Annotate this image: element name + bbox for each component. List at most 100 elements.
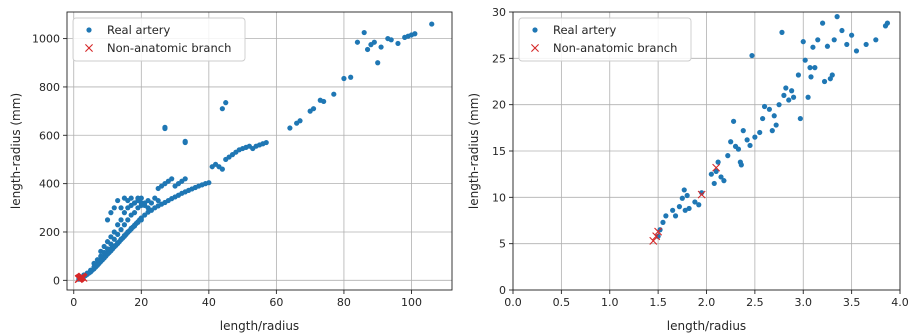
chart-0-series-0-point-156 bbox=[297, 118, 303, 124]
chart-0-series-0-point-78 bbox=[98, 253, 104, 259]
chart-1-series-0-point-61 bbox=[829, 72, 835, 78]
chart-0-series-0-point-170 bbox=[378, 44, 384, 50]
chart-0-series-0-point-113 bbox=[118, 205, 124, 211]
chart-1-series-0-point-59 bbox=[824, 43, 831, 49]
chart-1-series-0-point-51 bbox=[805, 94, 811, 100]
chart-0-xlabel: length/radius bbox=[220, 319, 299, 333]
chart-1-series-0-point-28 bbox=[740, 128, 746, 134]
chart-0-series-0-point-162 bbox=[341, 75, 347, 82]
chart-0-series-0-point-82 bbox=[104, 246, 111, 252]
chart-0-legend-label-1: Non-anatomic branch bbox=[107, 41, 231, 55]
chart-1-ytick-label-2: 10 bbox=[492, 191, 506, 204]
chart-0-ylabel: length-radius (mm) bbox=[9, 93, 23, 209]
chart-1-xtick-label-5: 2.5 bbox=[746, 296, 764, 309]
chart-1-series-0-point-53 bbox=[808, 74, 814, 80]
chart-1-series-0-point-48 bbox=[797, 115, 803, 122]
chart-1-legend: Real artery Non-anatomic branch bbox=[518, 17, 692, 62]
chart-0-series-0-point-126 bbox=[169, 176, 175, 182]
chart-0-series-0-point-92 bbox=[121, 222, 128, 228]
chart-1-ytick-label-5: 25 bbox=[492, 52, 506, 65]
chart-0-series-0-point-117 bbox=[131, 200, 138, 206]
chart-0-series-0-point-112 bbox=[115, 197, 121, 204]
chart-0-legend-label-0: Real artery bbox=[107, 23, 171, 37]
chart-1-series-0-point-25 bbox=[735, 146, 742, 152]
chart-1-series-0-point-65 bbox=[844, 41, 850, 48]
chart-0-series-0-point-160 bbox=[321, 98, 327, 105]
chart-1-series-0-point-54 bbox=[810, 44, 816, 50]
chart-1-xtick-label-1: 0.5 bbox=[553, 296, 571, 309]
chart-1-series-1-point-1 bbox=[652, 232, 661, 241]
chart-0-series-0-point-77 bbox=[94, 257, 100, 263]
chart-1-series-0-point-52 bbox=[807, 65, 813, 71]
chart-1-series-0-point-69 bbox=[873, 37, 879, 43]
chart-1-series-0-point-42 bbox=[781, 92, 787, 98]
chart-0-series-0-point-84 bbox=[108, 241, 114, 247]
chart-1-series-0-point-47 bbox=[795, 72, 802, 78]
chart-1-series-0-point-41 bbox=[779, 29, 785, 35]
chart-0-series-0-point-132 bbox=[162, 124, 168, 130]
chart-0-series-0-point-168 bbox=[371, 39, 377, 45]
chart-0-series-0-point-163 bbox=[348, 74, 354, 80]
chart-1-legend-box bbox=[518, 17, 692, 62]
chart-1-series-0-point-29 bbox=[744, 137, 750, 143]
chart-1-xtick-label-6: 3.0 bbox=[795, 296, 813, 309]
chart-0-series-0-point-109 bbox=[104, 217, 111, 223]
chart-0-legend: Real artery Non-anatomic branch bbox=[72, 17, 246, 62]
chart-1-series-0-point-67 bbox=[853, 48, 860, 54]
chart-1-xtick-label-3: 1.5 bbox=[649, 296, 667, 309]
chart-0-series-0-point-116 bbox=[128, 195, 134, 201]
chart-0-series-0-point-86 bbox=[111, 236, 117, 242]
chart-1-xtick-label-8: 4.0 bbox=[891, 296, 909, 309]
chart-0-series-0-point-151 bbox=[263, 139, 269, 146]
chart-1-series-0-point-44 bbox=[786, 97, 792, 103]
chart-0-xtick-label-0: 0 bbox=[70, 296, 77, 309]
chart-0-series-0-point-153 bbox=[223, 100, 229, 106]
chart-1-series-0-point-17 bbox=[713, 168, 719, 174]
chart-0-series-0-point-108 bbox=[155, 197, 161, 204]
chart-0-series-0-point-166 bbox=[364, 46, 371, 53]
chart-1-series-0-point-49 bbox=[800, 39, 806, 45]
chart-0-series-1-point-9 bbox=[79, 273, 88, 282]
chart-1-ytick-label-0: 0 bbox=[499, 284, 506, 297]
chart-1-series-0-point-37 bbox=[769, 128, 775, 134]
chart-1-series-0-point-68 bbox=[863, 41, 869, 48]
chart-1-series-0-point-31 bbox=[749, 52, 755, 59]
chart-1-legend-label-1: Non-anatomic branch bbox=[553, 41, 677, 55]
chart-1-series-0-point-19 bbox=[718, 174, 724, 180]
chart-0-series-0-point-173 bbox=[395, 40, 401, 47]
chart-1-series-0-point-45 bbox=[789, 88, 795, 94]
chart-1-series-0-point-64 bbox=[839, 27, 845, 34]
chart-0-series-0-point-154 bbox=[287, 125, 293, 131]
chart-1-series-0-point-57 bbox=[820, 20, 826, 26]
chart-0-series-0-point-161 bbox=[331, 91, 337, 97]
chart-0-ytick-label-0: 0 bbox=[53, 274, 60, 287]
chart-1-series-0-point-32 bbox=[752, 134, 758, 140]
chart-1-series-1-point-4 bbox=[712, 163, 721, 172]
chart-1-series-0-point-35 bbox=[761, 103, 768, 110]
chart-0-ytick-label-1: 200 bbox=[39, 226, 60, 239]
chart-1-series-0-point-66 bbox=[849, 32, 855, 38]
chart-1-ytick-label-1: 5 bbox=[499, 238, 506, 251]
chart-1-series-0-point-13 bbox=[696, 202, 702, 208]
chart-1-ytick-label-3: 15 bbox=[492, 145, 506, 158]
chart-0-xtick-label-1: 20 bbox=[134, 296, 148, 309]
chart-1-series-0-point-10 bbox=[684, 192, 690, 199]
chart-0-series-0-point-98 bbox=[131, 210, 138, 216]
chart-1-series-0-point-23 bbox=[730, 118, 737, 124]
chart-1-series-0-point-22 bbox=[728, 139, 734, 145]
chart-1-series-0-point-39 bbox=[773, 122, 779, 128]
chart-1-legend-label-0: Real artery bbox=[553, 23, 617, 37]
chart-0-series-0-point-164 bbox=[354, 39, 361, 45]
chart-0-series-1 bbox=[74, 272, 88, 284]
chart-1-series-0-point-9 bbox=[682, 207, 688, 213]
chart-1-series-1-point-2 bbox=[654, 227, 663, 236]
chart-1-series-1-point-3 bbox=[697, 190, 706, 199]
right-scatter-chart: 0.0 0.5 1.0 1.5 2.0 2.5 3.0 3.5 4.0 0 5 10 15 20 25 30 l… bbox=[467, 6, 909, 333]
chart-1-series-0-point-62 bbox=[831, 37, 837, 43]
chart-1-series-0-point-50 bbox=[802, 57, 808, 63]
chart-0-series-0-point-158 bbox=[310, 106, 317, 112]
chart-1-series-0-point-8 bbox=[681, 187, 687, 193]
chart-0-series-0-point-172 bbox=[388, 37, 394, 43]
chart-1-series-0-point-5 bbox=[672, 213, 679, 219]
